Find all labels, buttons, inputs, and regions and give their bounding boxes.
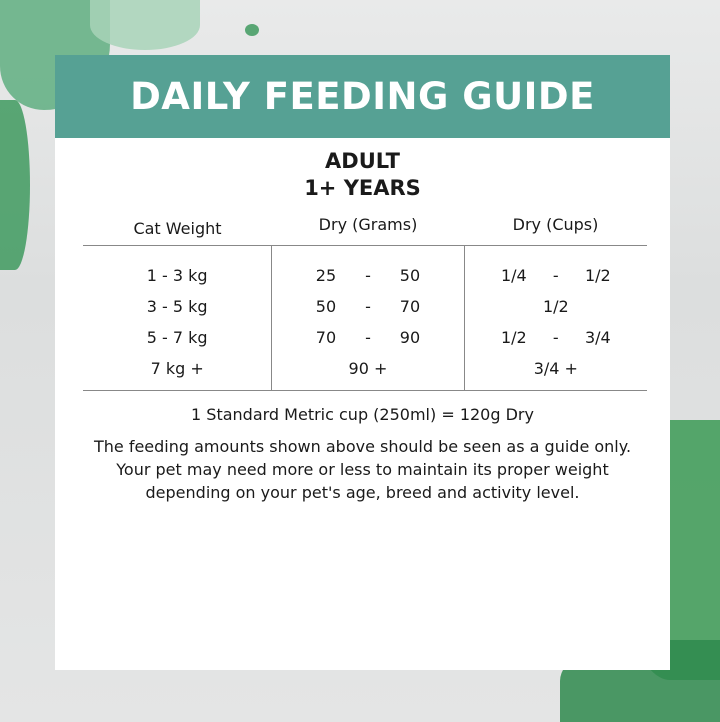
table-cell: 1/2-3/4 (500, 328, 611, 347)
table-cell: 50-70 (315, 297, 421, 316)
age-group: ADULT 1+ YEARS (55, 148, 670, 202)
table-cell: 7 kg + (150, 359, 204, 378)
watercolor-splash (245, 24, 259, 36)
weight-column: 1 - 3 kg 3 - 5 kg 5 - 7 kg 7 kg + (83, 246, 271, 391)
table-cell: 3 - 5 kg (146, 297, 208, 316)
watercolor-splash (0, 100, 30, 270)
watercolor-splash (90, 0, 200, 50)
age-range: 1+ YEARS (304, 176, 421, 200)
table-cell: 5 - 7 kg (146, 328, 208, 347)
table-cell: 90 + (348, 359, 388, 378)
table-cell: 1/4-1/2 (500, 266, 611, 285)
page-title: DAILY FEEDING GUIDE (130, 75, 595, 118)
feeding-guide-card: DAILY FEEDING GUIDE ADULT 1+ YEARS Cat W… (55, 55, 670, 670)
header-grams: Dry (Grams) (318, 215, 418, 234)
table-cell: 3/4 + (533, 359, 578, 378)
header-weight: Cat Weight (133, 219, 222, 238)
table-cell: 1/2 (542, 297, 569, 316)
title-banner: DAILY FEEDING GUIDE (55, 55, 670, 138)
cups-column: 1/4-1/2 1/2 1/2-3/4 3/4 + (465, 246, 647, 391)
grams-column: 25-50 50-70 70-90 90 + (271, 246, 465, 391)
table-cell: 1 - 3 kg (146, 266, 208, 285)
cup-conversion: 1 Standard Metric cup (250ml) = 120g Dry (191, 405, 534, 424)
life-stage: ADULT (325, 149, 400, 173)
disclaimer: The feeding amounts shown above should b… (93, 437, 632, 502)
table-divider (83, 390, 647, 391)
table-header: Cat Weight Dry (Grams) Dry (Cups) (83, 215, 647, 246)
header-cups: Dry (Cups) (512, 215, 599, 234)
table-cell: 25-50 (315, 266, 421, 285)
feeding-table: Cat Weight Dry (Grams) Dry (Cups) 1 - 3 … (83, 215, 647, 391)
table-cell: 70-90 (315, 328, 421, 347)
